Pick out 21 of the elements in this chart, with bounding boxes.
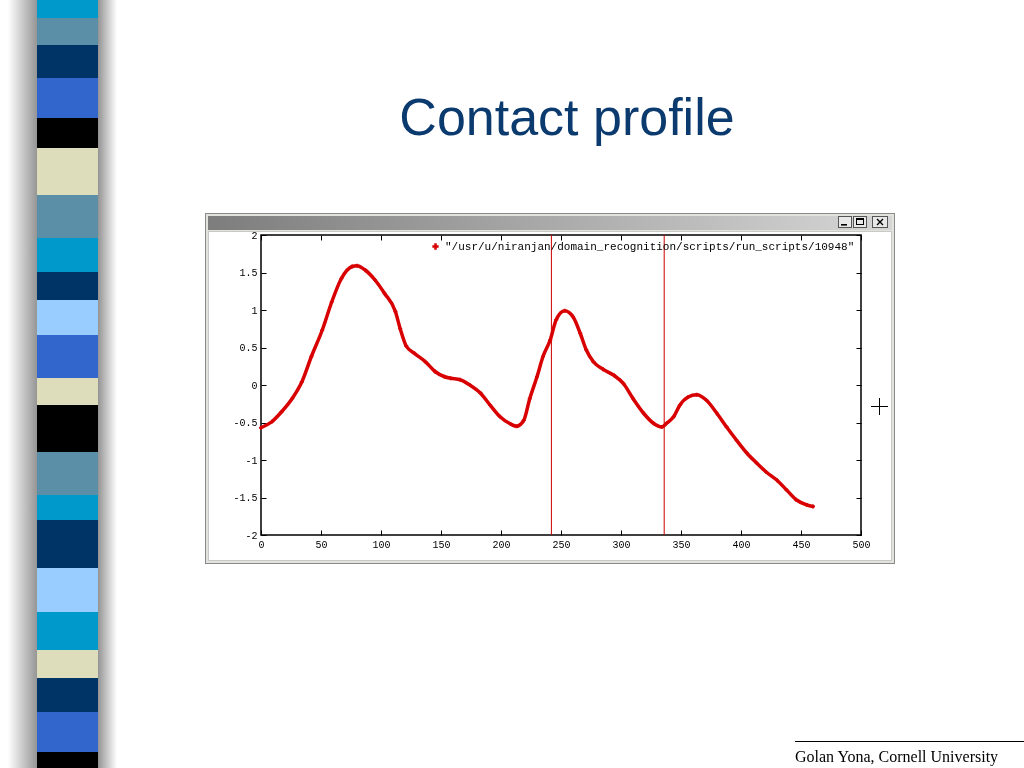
x-tick-label: 50 [315,539,328,551]
x-tick-label: 400 [732,539,751,551]
x-tick-label: 250 [552,539,571,551]
y-tick-label: -0.5 [233,418,258,429]
y-tick-label: 2 [251,230,258,242]
x-tick-label: 450 [792,539,811,551]
y-tick-label: -1.5 [233,493,258,504]
chart-title: Contact profile [398,88,736,146]
y-tick-label: 1.5 [239,268,258,279]
y-tick-label: -1 [245,455,258,467]
y-tick-label: 0 [251,380,258,392]
x-tick-label: 350 [672,539,691,551]
x-tick-label: 500 [852,539,871,551]
text: Golan Yona, Cornell University [795,748,999,766]
y-tick-label: 1 [251,305,258,317]
y-tick-label: -2 [245,530,258,542]
x-tick-label: 100 [372,539,391,551]
x-tick-label: 300 [612,539,631,551]
x-tick-label: 150 [432,539,451,551]
y-tick-label: 0.5 [239,343,258,354]
x-tick-label: 200 [492,539,511,551]
